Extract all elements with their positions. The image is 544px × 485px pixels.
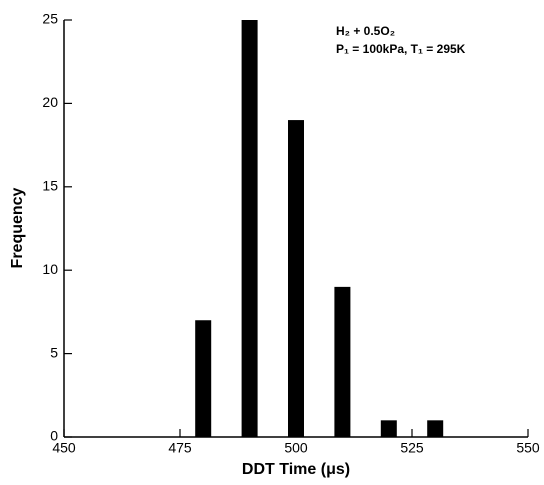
x-tick-label: 450 [52, 440, 76, 456]
annotation: H₂ + 0.5O₂ [336, 24, 395, 38]
bar [334, 286, 351, 437]
y-tick-label: 10 [42, 261, 58, 277]
bar [288, 120, 304, 437]
x-tick-label: 500 [284, 440, 308, 456]
annotation: P₁ = 100kPa, T₁ = 295K [336, 42, 466, 56]
y-tick-label: 25 [42, 11, 58, 27]
x-axis-label: DDT Time (μs) [242, 461, 350, 478]
bar [195, 320, 212, 437]
y-axis-label: Frequency [9, 187, 26, 268]
y-tick-label: 15 [42, 178, 58, 194]
bar [380, 420, 397, 437]
y-tick-label: 5 [50, 344, 58, 360]
bar [241, 20, 258, 437]
x-tick-label: 475 [168, 440, 192, 456]
y-tick-label: 0 [50, 428, 58, 444]
x-tick-label: 525 [400, 440, 424, 456]
y-tick-label: 20 [42, 94, 58, 110]
bar [427, 420, 444, 437]
x-tick-label: 550 [516, 440, 540, 456]
